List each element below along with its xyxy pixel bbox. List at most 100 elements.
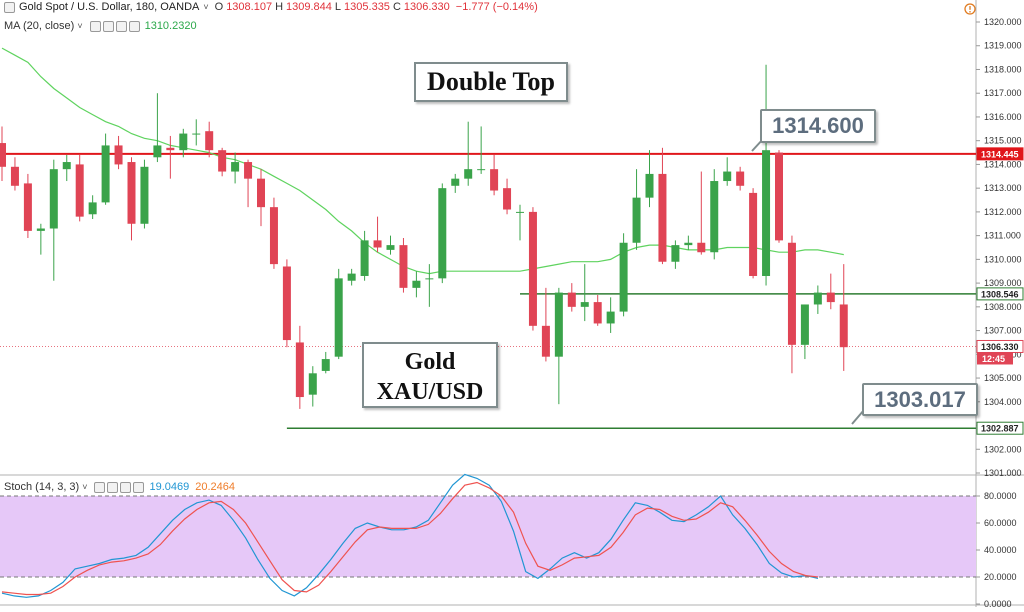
candle[interactable] [671,240,680,269]
candle[interactable] [464,121,473,186]
candle[interactable] [762,64,771,286]
candle[interactable] [153,93,162,163]
candle[interactable] [593,294,602,326]
add-icon[interactable] [115,20,127,32]
candle-body [257,178,265,208]
candle-body [23,183,32,231]
eye-icon[interactable] [94,481,106,493]
candle[interactable] [658,147,667,265]
settings-icon[interactable] [102,20,114,32]
candle[interactable] [528,207,537,331]
stoch-axis-tick-label: 40.0000 [984,545,1017,555]
candle[interactable] [477,126,486,174]
chevron-down-icon[interactable]: ˅ [203,2,209,12]
candle[interactable] [787,235,796,374]
candle[interactable] [75,154,84,222]
candle-body [62,162,71,170]
candle[interactable] [282,259,291,348]
candle[interactable] [813,285,822,314]
candle[interactable] [308,366,317,407]
candle[interactable] [257,169,265,227]
candle[interactable] [386,235,395,255]
candle[interactable] [736,166,745,191]
candle[interactable] [749,188,758,279]
candle[interactable] [425,264,434,307]
candle-body [736,171,745,186]
candle[interactable] [451,173,460,193]
candle[interactable] [723,157,732,186]
candle-body [179,133,188,151]
candle[interactable] [244,159,253,208]
candle[interactable] [554,287,563,405]
candle-body [347,273,356,281]
chevron-down-icon[interactable]: ˅ [82,482,88,492]
candle[interactable] [399,238,408,293]
candle[interactable] [632,169,641,250]
candle[interactable] [218,147,227,177]
candle[interactable] [179,128,188,158]
candle[interactable] [205,121,214,158]
candle[interactable] [490,154,499,196]
candle-body [114,145,123,165]
collapse-icon[interactable] [4,1,15,13]
candle[interactable] [269,197,278,269]
candle-body [412,280,421,288]
candle[interactable] [516,204,524,241]
candle[interactable] [62,154,71,182]
chevron-down-icon[interactable]: ˅ [77,21,83,31]
candle[interactable] [88,195,97,220]
close-icon[interactable] [133,481,145,493]
candle[interactable] [412,271,421,298]
candle[interactable] [114,135,123,170]
close-label: C [392,1,401,13]
candle-body [619,242,628,312]
candle[interactable] [36,223,45,255]
candle[interactable] [360,230,369,281]
stoch-axis: 80.0000 60.0000 40.0000 20.0000 0.0000 [976,491,1017,609]
price-axis: 1320.000 1319.000 1318.000 1317.000 1316.000… [976,17,1024,478]
candle[interactable] [10,157,19,191]
settings-icon[interactable] [107,481,119,493]
candle[interactable] [503,178,512,215]
candle[interactable] [166,135,175,179]
candle[interactable] [775,150,783,243]
instrument-annotation-line2: XAU/USD [376,379,484,405]
candle[interactable] [373,216,382,253]
candle[interactable] [23,173,32,239]
candle[interactable] [0,126,6,182]
candle-body [632,197,641,243]
candle[interactable] [321,351,330,374]
alert-icon[interactable] [964,3,976,15]
candle[interactable] [101,133,110,205]
candle[interactable] [619,233,628,317]
candle[interactable] [826,273,835,310]
candle[interactable] [541,287,550,362]
candle[interactable] [710,169,719,260]
candle[interactable] [839,264,848,371]
open-value: 1308.107 [226,1,273,13]
candle-body [606,311,615,324]
candle[interactable] [606,297,615,333]
candle[interactable] [231,152,240,184]
price-axis-tick-label: 1309.000 [984,278,1022,288]
eye-icon[interactable] [89,20,101,32]
candle[interactable] [140,159,149,229]
candle[interactable] [645,150,654,208]
candle[interactable] [192,119,201,146]
add-icon[interactable] [120,481,132,493]
open-label: O [214,1,224,13]
candle-body [75,164,84,217]
candle[interactable] [49,159,58,281]
candle[interactable] [567,283,576,312]
candle[interactable] [697,171,706,255]
candle[interactable] [334,268,343,360]
close-icon[interactable] [128,20,140,32]
candle[interactable] [800,304,809,360]
candle[interactable] [295,325,304,409]
candle[interactable] [580,264,589,322]
candle[interactable] [438,183,447,284]
candle[interactable] [347,268,356,286]
candle[interactable] [127,157,136,241]
candle-body [88,202,97,215]
candle[interactable] [684,235,693,250]
